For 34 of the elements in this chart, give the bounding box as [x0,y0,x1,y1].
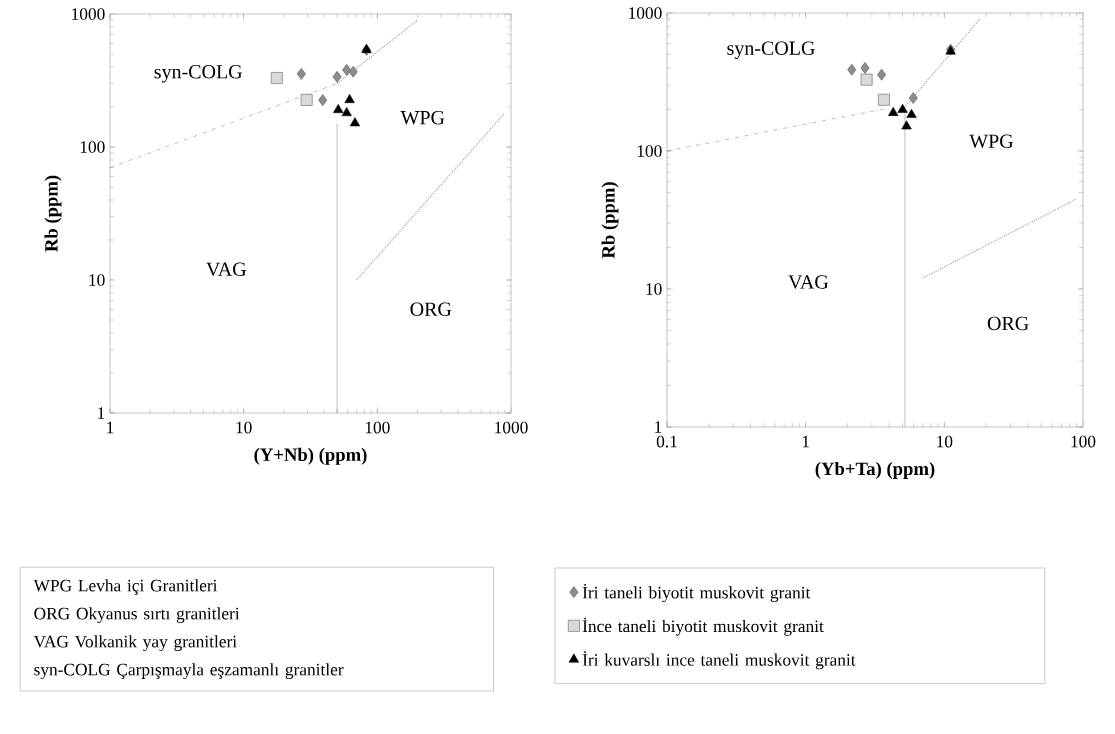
annotation: syn-COLG [154,65,243,83]
y-tick-label: 10 [89,274,105,286]
x-tick-label: 1 [107,421,114,434]
y-tick-label: 1 [98,407,105,419]
x-axis-title: (Yb+Ta) (ppm) [815,461,935,479]
y-tick-label: 10 [646,283,662,295]
y-tick-label: 100 [637,145,662,157]
text: syn-COLG Çarpışmayla eşzamanlı granitler [34,663,344,680]
x-axis-title: (Y+Nb) (ppm) [254,447,367,465]
x-tick-label: 10 [236,421,252,434]
annotation: WPG [400,110,445,125]
y-axis-title: Rb (ppm) [601,182,619,259]
legend-label: İri taneli biyotit muskovit granit [582,584,811,603]
text: VAG Volkanik yay granitleri [33,635,237,652]
legend-label: İnce taneli biyotit muskovit granit [582,617,824,636]
annotation: ORG [987,316,1029,331]
annotation: VAG [788,275,829,289]
annotation: VAG [206,262,247,277]
y-axis-title: Rb (ppm) [44,175,62,252]
annotation: ORG [410,302,452,316]
x-tick-label: 1 [802,435,809,448]
x-tick-label: 100 [365,421,390,434]
legend-label: İri kuvarslı ince taneli muskovit granit [582,651,856,670]
x-tick-label: 100 [1071,435,1096,448]
x-tick-label: 0.1 [656,435,677,448]
x-tick-label: 10 [937,435,953,448]
y-tick-label: 1000 [72,8,105,20]
x-tick-label: 1000 [495,421,528,434]
annotation: WPG [969,134,1014,149]
annotation: syn-COLG [727,41,815,60]
text: WPG Levha içi Granitleri [33,579,218,595]
y-tick-label: 1000 [629,7,662,19]
text: ORG Okyanus sırtı granitleri [34,607,240,624]
y-tick-label: 100 [80,141,105,153]
